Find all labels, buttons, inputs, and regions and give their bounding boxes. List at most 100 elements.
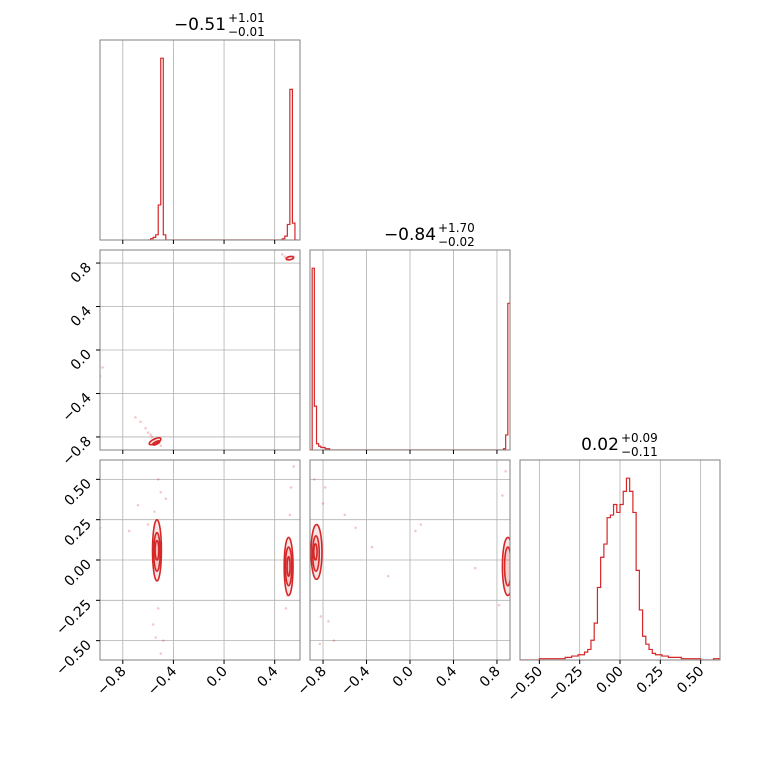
- panel-frame: [99, 39, 301, 241]
- scatter-point: [153, 510, 156, 513]
- scatter-point: [323, 486, 327, 489]
- scatter-point: [139, 420, 142, 424]
- scatter-point: [386, 574, 390, 578]
- tick-label-y: 0.25: [61, 516, 94, 549]
- tick-label-x: 0.0: [390, 664, 417, 691]
- scatter-point: [370, 545, 374, 549]
- scatter-point: [473, 566, 477, 570]
- scatter-point: [321, 502, 325, 505]
- density-contour: [154, 539, 160, 561]
- scatter-point: [497, 603, 501, 607]
- tick-label-x: −0.8: [295, 664, 330, 699]
- scatter-point: [332, 639, 336, 642]
- density-contour: [313, 543, 318, 561]
- title-param-0-minus: −0.01: [228, 25, 265, 39]
- scatter-point: [154, 636, 157, 639]
- density-contour: [501, 536, 510, 597]
- scatter-point: [136, 503, 140, 507]
- hist-step-line: [520, 477, 720, 660]
- scatter-point: [127, 529, 131, 533]
- density-contour: [286, 555, 291, 577]
- tick-label-x: −0.8: [94, 664, 129, 699]
- scatter-point: [159, 444, 163, 447]
- scatter-point: [150, 435, 154, 439]
- title-param-0-plus: +1.01: [228, 11, 265, 25]
- title-param-1: −0.84: [384, 225, 436, 245]
- scatter-point: [501, 494, 504, 497]
- scatter-point: [149, 433, 152, 437]
- title-param-2-plus: +0.09: [621, 431, 658, 445]
- scatter-point: [284, 607, 288, 610]
- panel-plot-area: [310, 460, 510, 660]
- tick-label-x: 0.4: [254, 663, 281, 690]
- tick-label-y: −0.25: [53, 597, 95, 639]
- tick-label-x: 0.0: [204, 664, 231, 691]
- density-panel-1-0: −0.8 −0.4 0.0 0.4 0.8: [59, 249, 301, 469]
- density-panel-2-0: −0.8 −0.4 0.0 0.4 −0.50−0.25 0.00 0.25 0.50: [53, 459, 301, 699]
- tick-label-x: −0.50: [505, 664, 547, 706]
- panel-plot-area: [520, 460, 720, 660]
- tick-label-x: −0.25: [545, 664, 587, 706]
- scatter-point: [159, 490, 163, 494]
- scatter-point: [343, 513, 347, 517]
- tick-label-y: 0.50: [61, 476, 94, 509]
- tick-label-x: −0.4: [338, 663, 373, 698]
- hist-step-line: [310, 267, 510, 450]
- title-param-2: 0.02: [581, 435, 619, 455]
- tick-label-y: 0.0: [68, 347, 95, 374]
- scatter-point: [318, 642, 322, 646]
- tick-label-y: −0.8: [59, 433, 94, 468]
- hist-panel-1: [309, 249, 511, 454]
- density-contour: [152, 440, 161, 446]
- title-param-1-plus: +1.70: [438, 221, 475, 235]
- title-param-0: −0.51: [174, 15, 226, 35]
- tick-label-y: 0.8: [68, 260, 95, 287]
- scatter-point: [151, 623, 155, 626]
- tick-label-y: 0.00: [61, 557, 94, 590]
- hist-step-line: [148, 57, 298, 240]
- tick-label-x: 0.50: [674, 664, 707, 697]
- scatter-point: [156, 478, 160, 481]
- scatter-point: [161, 639, 165, 642]
- tick-label-y: −0.50: [53, 637, 95, 679]
- tick-label-x: 0.4: [433, 663, 460, 690]
- density-contour: [285, 255, 295, 261]
- scatter-point: [146, 431, 150, 434]
- panel-plot-area: [122, 40, 298, 240]
- scatter-point: [134, 416, 137, 419]
- scatter-point: [146, 523, 150, 526]
- density-contour: [503, 546, 510, 587]
- scatter-point: [156, 607, 160, 610]
- scatter-point: [283, 255, 287, 258]
- scatter-point: [327, 619, 330, 623]
- panel-plot-area: [100, 460, 300, 660]
- density-contour: [284, 546, 293, 587]
- hist-panel-0: [99, 39, 301, 244]
- scatter-point: [101, 366, 104, 369]
- scatter-point: [354, 526, 357, 530]
- tick-label-y: 0.4: [68, 303, 95, 330]
- density-panel-2-1: −0.8 −0.4 0.0 0.4 0.8: [295, 459, 511, 699]
- scatter-point: [289, 486, 293, 489]
- panel-plot-area: [100, 250, 300, 450]
- tick-label-x: 0.8: [477, 664, 504, 691]
- scatter-point: [292, 465, 295, 468]
- tick-label-x: 0.25: [634, 664, 667, 697]
- scatter-point: [319, 615, 323, 618]
- scatter-point: [164, 497, 168, 501]
- panel-plot-area: [310, 250, 510, 450]
- title-param-2-minus: −0.11: [621, 445, 658, 459]
- scatter-point: [313, 478, 316, 481]
- tick-label-x: 0.00: [593, 664, 626, 697]
- title-param-1-minus: −0.02: [438, 235, 475, 249]
- scatter-point: [504, 469, 507, 473]
- scatter-point: [280, 253, 284, 256]
- scatter-point: [159, 652, 163, 655]
- scatter-point: [414, 529, 417, 533]
- scatter-point: [144, 426, 147, 430]
- tick-label-x: −0.4: [145, 663, 180, 698]
- hist-panel-2: −0.50−0.25 0.00 0.25 0.50: [505, 459, 721, 706]
- tick-label-y: −0.4: [59, 390, 94, 425]
- scatter-point: [419, 523, 423, 526]
